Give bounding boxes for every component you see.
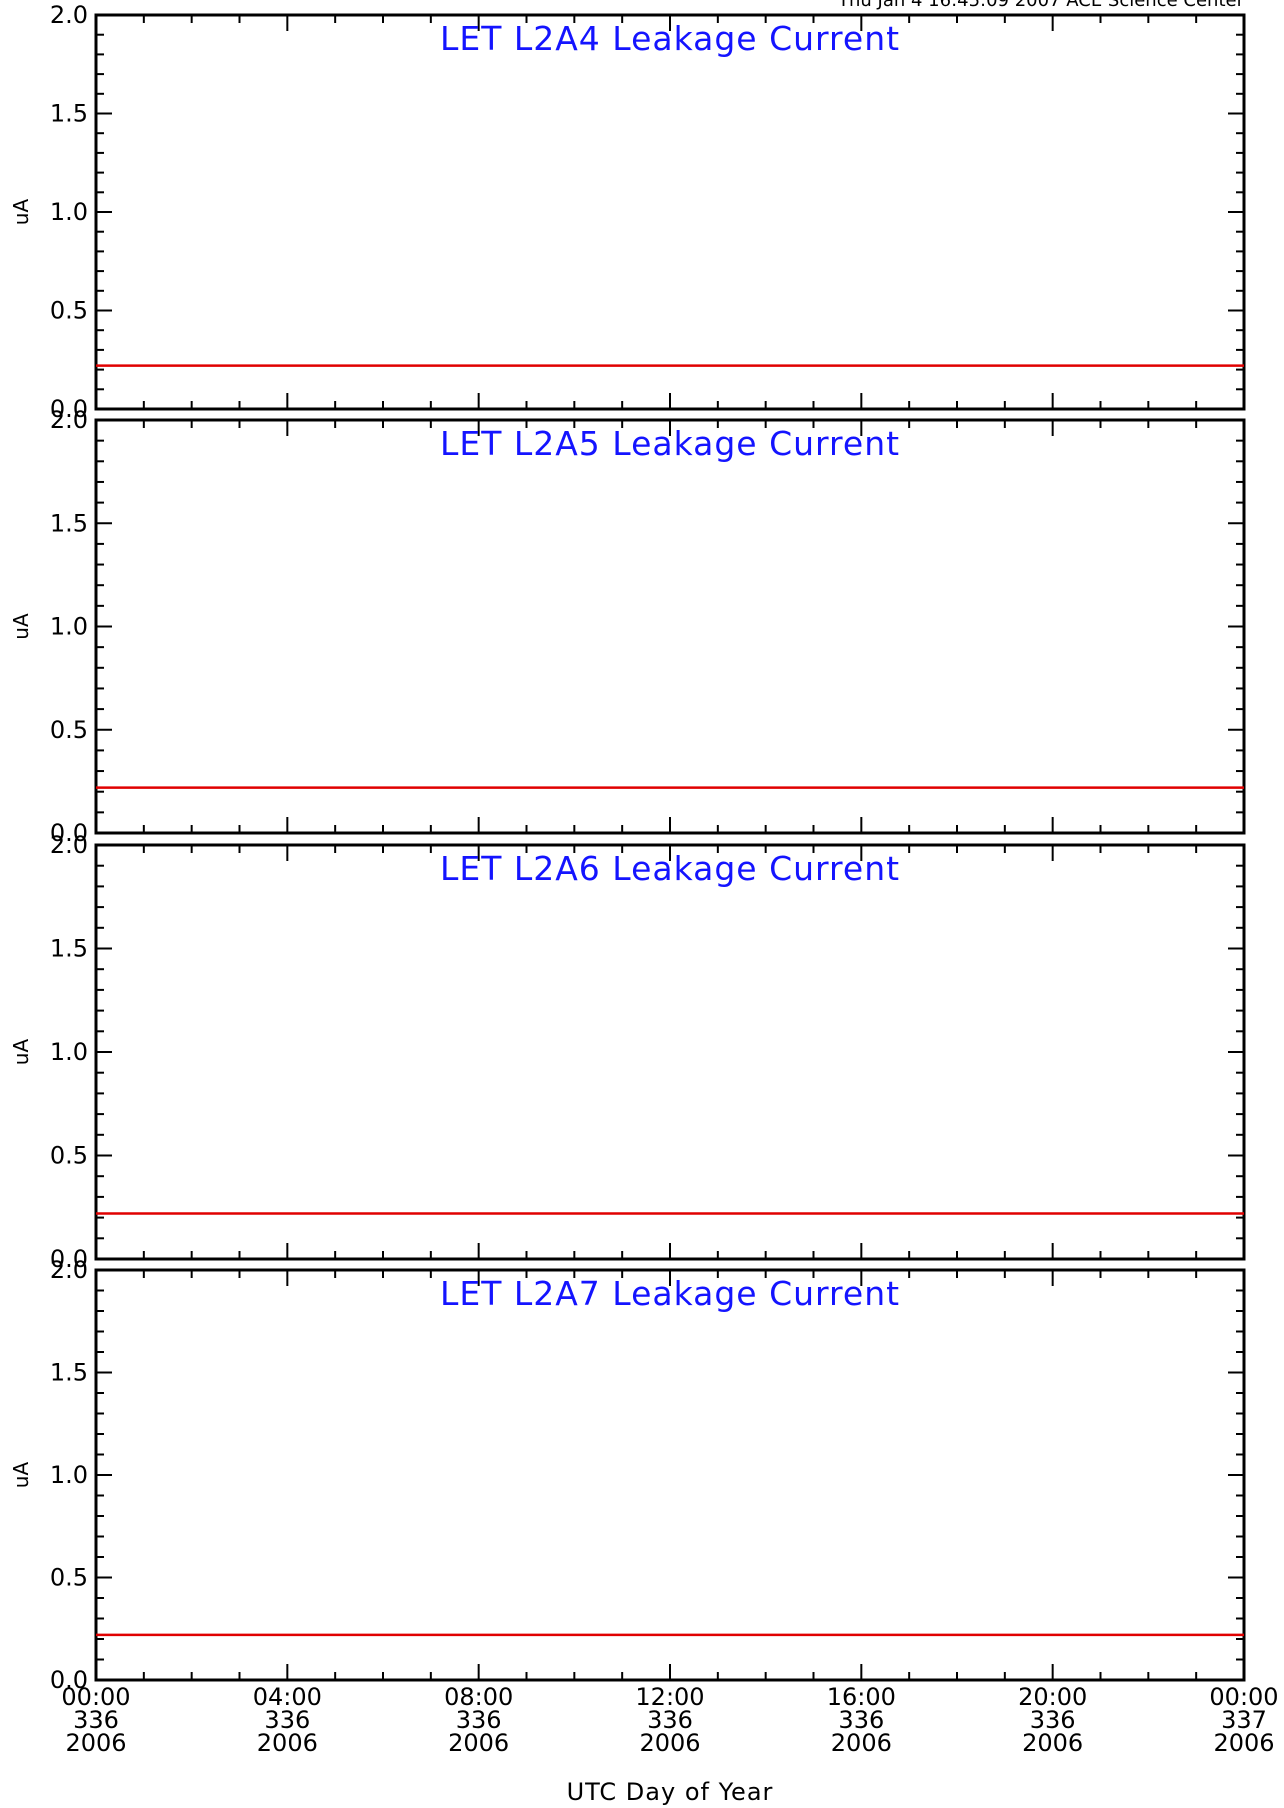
- y-tick-label: 1.5: [50, 1359, 88, 1387]
- x-tick-label-time: 00:00: [1209, 1683, 1278, 1711]
- y-tick-label: 1.5: [50, 935, 88, 963]
- y-tick-label: 0.5: [50, 297, 88, 325]
- y-tick-label: 0.0: [50, 1245, 88, 1273]
- x-tick-label-doy: 337: [1221, 1706, 1267, 1734]
- y-tick-label: 0.0: [50, 1666, 88, 1694]
- x-tick-label-time: 12:00: [635, 1683, 704, 1711]
- x-tick-label-year: 2006: [257, 1729, 318, 1757]
- y-axis-label: uA: [9, 1462, 33, 1489]
- y-tick-label: 2.0: [50, 1256, 88, 1284]
- x-tick-label-time: 20:00: [1018, 1683, 1087, 1711]
- panel-title: LET L2A7 Leakage Current: [440, 1274, 900, 1313]
- y-tick-label: 0.5: [50, 716, 88, 744]
- y-tick-label: 1.0: [50, 198, 88, 226]
- panel-4: 0.0 0.5 1.0 1.5 2.0 uA LET L2A7 Leakage Curren…: [9, 1256, 1246, 1694]
- panel-title: LET L2A4 Leakage Current: [440, 19, 900, 58]
- x-tick-label-doy: 336: [647, 1706, 693, 1734]
- x-tick-label-year: 2006: [1022, 1729, 1083, 1757]
- panel-3: 0.0 0.5 1.0 1.5 2.0 uA LET L2A6 Leakage Curren…: [9, 831, 1246, 1273]
- y-tick-label: 0.5: [50, 1564, 88, 1592]
- y-tick-label: 1.0: [50, 1038, 88, 1066]
- x-tick-label-time: 00:00: [61, 1683, 130, 1711]
- x-tick-label-doy: 336: [838, 1706, 884, 1734]
- y-tick-label: 2.0: [50, 1, 88, 29]
- x-tick-label-year: 2006: [639, 1729, 700, 1757]
- x-tick-label-time: 08:00: [444, 1683, 513, 1711]
- x-tick-label-year: 2006: [448, 1729, 509, 1757]
- x-tick-label-doy: 336: [264, 1706, 310, 1734]
- x-tick-label-doy: 336: [456, 1706, 502, 1734]
- x-tick-label-year: 2006: [831, 1729, 892, 1757]
- y-tick-label: 2.0: [50, 406, 88, 434]
- y-tick-label: 1.5: [50, 509, 88, 537]
- y-tick-label: 1.5: [50, 100, 88, 128]
- y-tick-label: 0.5: [50, 1142, 88, 1170]
- y-tick-label: 1.0: [50, 613, 88, 641]
- panels: 0.0 0.5 1.0 1.5 2.0 uA LET L2A4 Leakage Curren…: [9, 1, 1246, 1694]
- y-axis-label: uA: [9, 1039, 33, 1066]
- x-tick-label-doy: 336: [73, 1706, 119, 1734]
- panel-title: LET L2A5 Leakage Current: [440, 424, 900, 463]
- x-tick-label-year: 2006: [1213, 1729, 1274, 1757]
- x-tick-label-doy: 336: [1030, 1706, 1076, 1734]
- x-tick-label-time: 16:00: [827, 1683, 896, 1711]
- panel-title: LET L2A6 Leakage Current: [440, 849, 900, 888]
- y-tick-label: 0.0: [50, 819, 88, 847]
- x-tick-label-year: 2006: [65, 1729, 126, 1757]
- panel-1: 0.0 0.5 1.0 1.5 2.0 uA LET L2A4 Leakage Curren…: [9, 1, 1246, 423]
- x-axis-tick-labels: 00:00336200604:00336200608:00336200612:0…: [61, 1683, 1278, 1757]
- y-tick-label: 0.0: [50, 395, 88, 423]
- panel-2: 0.0 0.5 1.0 1.5 2.0 uA LET L2A5 Leakage Curren…: [9, 406, 1246, 847]
- timestamp-header: Thu Jan 4 16:45:09 2007 ACE Science Cent…: [837, 0, 1245, 11]
- y-axis-label: uA: [9, 199, 33, 226]
- x-axis-label: UTC Day of Year: [567, 1778, 774, 1806]
- y-tick-label: 1.0: [50, 1461, 88, 1489]
- y-tick-label: 2.0: [50, 831, 88, 859]
- y-axis-label: uA: [9, 613, 33, 640]
- x-tick-label-time: 04:00: [253, 1683, 322, 1711]
